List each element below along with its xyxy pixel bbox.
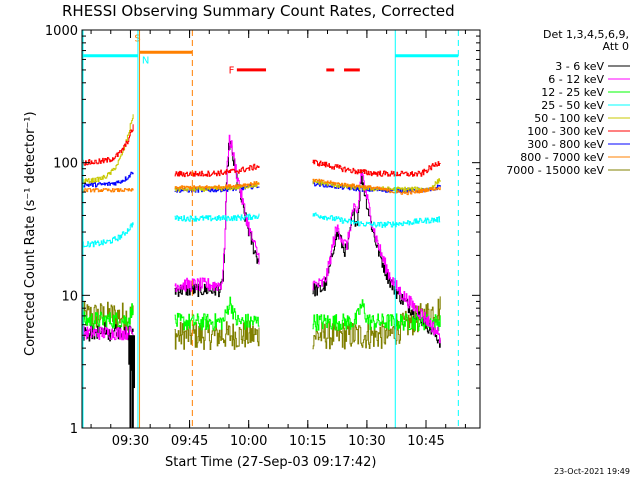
- series-3-6-kev-segment-3: [312, 172, 441, 348]
- x-tick-label: 10:00: [230, 434, 267, 449]
- series-800-7000-kev-segment-3: [312, 178, 441, 196]
- series-25-50-kev-segment-1: [82, 222, 134, 248]
- series-800-7000-kev-segment-2: [174, 181, 260, 190]
- y-tick-label: 1: [70, 422, 78, 437]
- legend-label: 25 - 50 keV: [541, 99, 604, 112]
- legend-label: 50 - 100 keV: [534, 112, 604, 125]
- x-axis-label: Start Time (27-Sep-03 09:17:42): [165, 455, 376, 470]
- series-100-300-kev-segment-3: [312, 159, 441, 177]
- y-axis-label: Corrected Count Rate (s⁻¹ detector⁻¹): [23, 111, 38, 356]
- x-axis: 09:30 09:45 10:00 10:15 10:30 10:45: [90, 30, 466, 449]
- annotation-layer: SNF: [82, 30, 459, 428]
- timestamp-stamp: 23-Oct-2021 19:49: [554, 467, 630, 476]
- y-tick-label: 100: [53, 157, 78, 172]
- series-7000-15000-kev-segment-2: [174, 320, 260, 350]
- n-marker-label: N: [142, 55, 149, 66]
- x-tick-label: 10:15: [289, 434, 326, 449]
- legend-label: 3 - 6 keV: [555, 60, 604, 73]
- series-100-300-kev-segment-1: [82, 124, 134, 166]
- x-tick-label: 10:30: [348, 434, 385, 449]
- plot-frame: [81, 29, 481, 429]
- y-tick-label: 10: [61, 289, 78, 304]
- series-25-50-kev-segment-2: [174, 213, 260, 222]
- y-tick-label: 1000: [45, 24, 78, 39]
- series-50-100-kev-segment-1: [82, 114, 134, 184]
- series-6-12-kev-segment-3: [312, 172, 441, 344]
- x-tick-label: 10:45: [407, 434, 444, 449]
- series-6-12-kev-segment-1: [82, 326, 134, 341]
- f-marker-label: F: [229, 66, 235, 77]
- chart-title: RHESSI Observing Summary Count Rates, Co…: [62, 2, 455, 20]
- series-12-25-kev-segment-2: [174, 296, 260, 331]
- series-300-800-kev-segment-1: [82, 171, 134, 188]
- legend-label: 7000 - 15000 keV: [506, 164, 604, 177]
- series-25-50-kev-segment-3: [312, 212, 441, 228]
- legend-label: 800 - 7000 keV: [520, 151, 604, 164]
- y-axis: 1 10 100 1000: [45, 24, 480, 437]
- data-layer: [82, 114, 441, 428]
- series-800-7000-kev-segment-1: [82, 188, 134, 193]
- x-tick-label: 09:45: [171, 434, 208, 449]
- legend-label: 6 - 12 keV: [548, 73, 604, 86]
- legend-label: 300 - 800 keV: [527, 138, 604, 151]
- legend-header-line-1: Det 1,3,4,5,6,9,: [543, 28, 629, 41]
- series-12-25-kev-segment-3: [312, 299, 441, 332]
- legend-header-line-2: Att 0: [603, 40, 629, 53]
- legend-label: 100 - 300 keV: [527, 125, 604, 138]
- x-tick-label: 09:30: [112, 434, 149, 449]
- legend-label: 12 - 25 keV: [541, 86, 604, 99]
- series-6-12-kev-segment-2: [174, 134, 260, 292]
- series-12-25-kev-segment-1: [82, 303, 134, 329]
- series-100-300-kev-segment-2: [174, 163, 260, 178]
